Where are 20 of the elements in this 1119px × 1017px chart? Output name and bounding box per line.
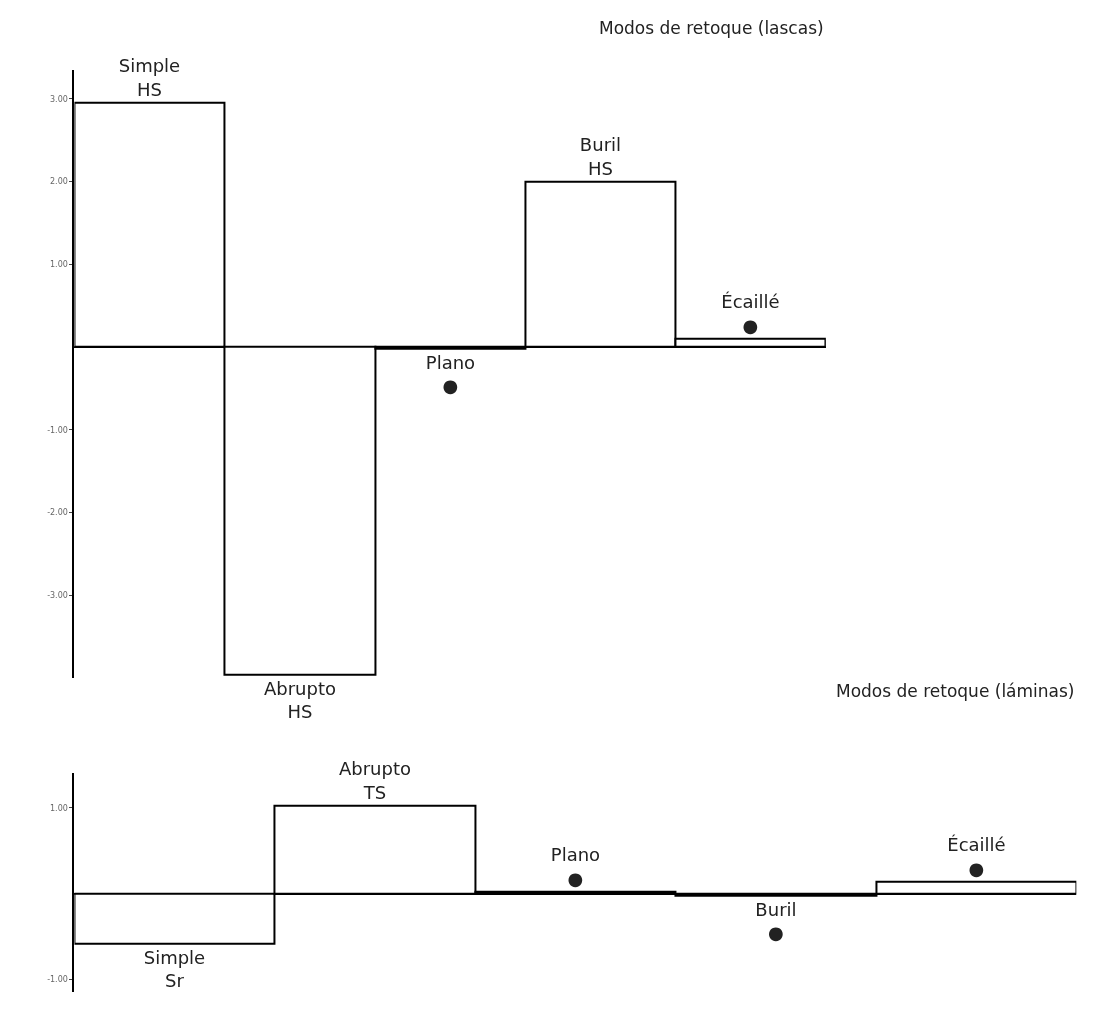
x-tick-label: Plano ●: [425, 351, 476, 397]
y-tick-label: -3.00: [47, 591, 68, 601]
x-tick-label: Abrupto TS: [338, 758, 411, 803]
x-tick-label: Simple HS: [118, 55, 181, 100]
x-tick-label: Buril HS: [579, 134, 622, 179]
x-tick-label: Écaillé ●: [947, 834, 1006, 879]
x-tick-label: Abrupto HS: [263, 677, 336, 723]
y-tick-label: -1.00: [47, 974, 68, 984]
y-tick-label: -2.00: [47, 508, 68, 518]
y-tick-label: 1.00: [50, 803, 68, 813]
chart-title: Modos de retoque (láminas): [836, 681, 1075, 701]
x-tick-label: Plano ●: [550, 844, 601, 889]
y-tick-label: -1.00: [47, 425, 68, 435]
chart-title: Modos de retoque (lascas): [599, 18, 824, 38]
x-tick-label: Buril ●: [755, 898, 797, 944]
y-tick-label: 3.00: [50, 94, 68, 104]
x-tick-label: Écaillé ●: [721, 291, 780, 336]
y-tick-label: 1.00: [50, 260, 68, 270]
y-tick-label: 2.00: [50, 177, 68, 187]
x-tick-label: Simple Sr: [143, 946, 206, 992]
